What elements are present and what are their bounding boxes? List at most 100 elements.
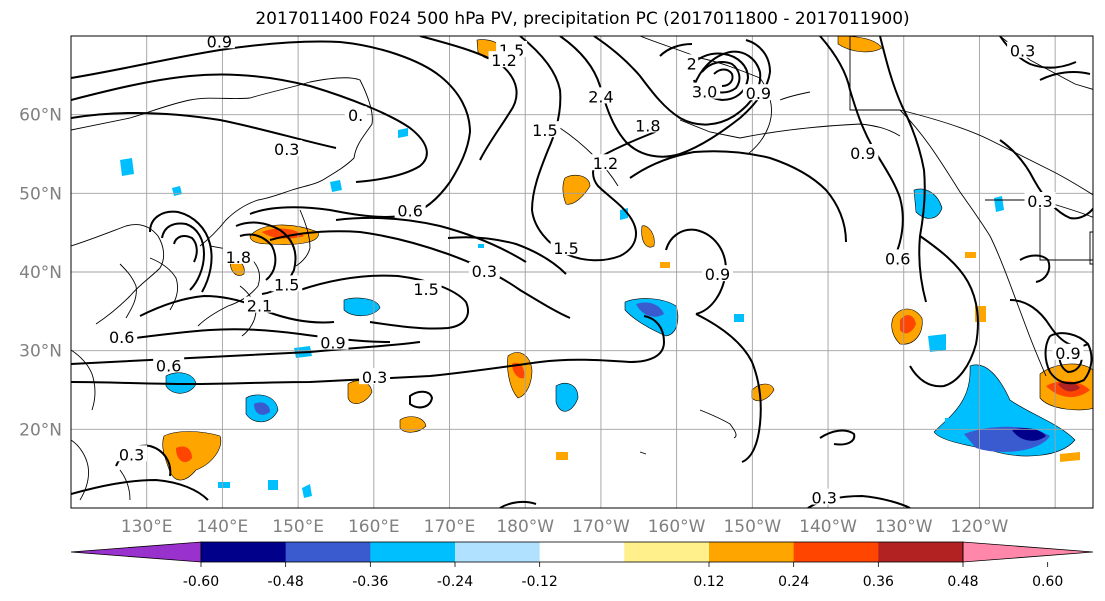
contour-label-background <box>632 116 664 133</box>
contour-label-background <box>1052 343 1084 360</box>
contour-label-background <box>116 445 148 462</box>
contour-label-background <box>359 368 391 385</box>
longitude-label: 140°W <box>799 517 857 537</box>
contour-label: 1.5 <box>553 239 578 258</box>
contour-label: 0.3 <box>1027 192 1052 211</box>
contour-label: 1.2 <box>593 154 618 173</box>
contour-label: 1.2 <box>491 51 516 70</box>
map-frame <box>70 35 1094 509</box>
contour-label-background <box>271 275 303 292</box>
longitude-label: 150°W <box>723 517 781 537</box>
colorbar-extension-low <box>70 541 202 563</box>
contour-label: 1.5 <box>274 275 299 294</box>
contour-label: 2 <box>687 54 697 73</box>
contour-label-background <box>589 154 621 171</box>
latitude-label: 30°N <box>19 342 62 362</box>
longitude-label: 130°W <box>875 517 933 537</box>
contour-label: 0.9 <box>850 144 875 163</box>
contour-label-background <box>203 36 235 49</box>
contour-label: 0.9 <box>1055 344 1080 363</box>
longitude-label: 170°E <box>424 517 476 537</box>
longitude-label: 140°E <box>197 517 249 537</box>
contour-labels: 0.9 1.5 1.2 2 2.4 3.0 0.9 1.8 1.5 0. 0.3 1.2 0.9 0.6 0… <box>106 32 1084 508</box>
colorbar-segment <box>709 542 795 562</box>
contour-label-background <box>685 54 699 71</box>
colorbar-tick-label: -0.36 <box>352 574 388 590</box>
colorbar <box>70 541 1094 563</box>
contour-label: 0.3 <box>812 489 837 508</box>
contour-label: 0.6 <box>397 201 422 220</box>
contour-label: 0.6 <box>156 356 181 375</box>
contour-label-background <box>488 51 520 68</box>
latitude-label: 40°N <box>19 263 62 283</box>
contour-label-background <box>847 144 879 160</box>
contour-label: 1.5 <box>532 121 557 140</box>
contour-label: 0.6 <box>109 328 134 347</box>
contour-label: 0.3 <box>1010 42 1035 61</box>
contour-label-background <box>153 356 185 373</box>
colorbar-segment <box>624 542 710 562</box>
longitude-label: 170°W <box>572 517 630 537</box>
latitude-label: 50°N <box>19 184 62 204</box>
longitude-label: 160°E <box>348 517 400 537</box>
longitude-label: 180°W <box>496 517 554 537</box>
contour-label-background <box>585 87 617 104</box>
contour-label: 0.3 <box>472 262 497 281</box>
colorbar-segment <box>793 542 879 562</box>
contour-label-background <box>1024 191 1056 208</box>
contour-label-background <box>529 121 561 138</box>
colorbar-tick-labels: -0.60 -0.48 -0.36 -0.24 -0.12 0.12 0.24 0.36 0.4… <box>183 562 1063 590</box>
contour-label: 0.6 <box>885 249 910 268</box>
graticule <box>71 36 1093 508</box>
latitude-label: 20°N <box>19 420 62 440</box>
longitude-label: 120°W <box>951 517 1009 537</box>
contour-label-background <box>882 249 914 266</box>
longitude-label: 130°E <box>121 517 173 537</box>
contour-label: 2.1 <box>247 297 272 316</box>
colorbar-tick-label: 0.24 <box>778 574 809 590</box>
colorbar-tick-label: 0.48 <box>947 574 978 590</box>
contour-label-background <box>468 262 500 278</box>
colorbar-segment <box>201 542 287 562</box>
colorbar-tick-label: 0.36 <box>863 574 894 590</box>
contour-label-background <box>1007 41 1039 58</box>
contour-label-background <box>344 106 367 123</box>
colorbar-segment <box>878 542 964 562</box>
contour-label: 1.5 <box>413 280 438 299</box>
contour-label: 0.9 <box>746 84 771 103</box>
contour-label-background <box>550 239 582 256</box>
pv-contours <box>71 36 1093 508</box>
colorbar-segment <box>539 542 625 562</box>
contour-label-background <box>808 488 840 505</box>
colorbar-tick-label: 0.12 <box>693 574 724 590</box>
colorbar-tick-label: -0.12 <box>522 574 558 590</box>
contour-label: 0.3 <box>362 368 387 387</box>
colorbar-tick-label: -0.60 <box>183 574 219 590</box>
colorbar-tick-label: -0.24 <box>437 574 473 590</box>
contour-label: 0.9 <box>320 334 345 353</box>
contour-label: 0.3 <box>274 140 299 159</box>
colorbar-outline <box>200 541 964 563</box>
contour-label-background <box>106 328 138 345</box>
contour-label: 0. <box>348 106 363 125</box>
contour-label-background <box>271 140 303 157</box>
contour-label-background <box>317 333 349 350</box>
contour-label: 2.4 <box>588 87 613 106</box>
contour-label: 0.3 <box>119 445 144 464</box>
contour-label-background <box>742 84 774 101</box>
contour-label-background <box>689 82 721 99</box>
contour-label: 1.8 <box>226 248 251 267</box>
contour-label: 0.9 <box>207 32 232 51</box>
contour-label: 0.9 <box>705 265 730 284</box>
colorbar-tick-label: 0.60 <box>1032 574 1063 590</box>
contour-label-background <box>410 280 442 297</box>
longitude-label: 150°E <box>272 517 324 537</box>
latitude-labels: 60°N 50°N 40°N 30°N 20°N <box>19 106 62 441</box>
longitude-labels: 130°E 140°E 150°E 160°E 170°E 180°W 170°W 160°W… <box>121 517 1009 537</box>
longitude-label: 160°W <box>648 517 706 537</box>
latitude-label: 60°N <box>19 106 62 126</box>
colorbar-segment <box>370 542 456 562</box>
contour-label-background <box>222 247 254 264</box>
contour-label-background <box>702 265 734 282</box>
